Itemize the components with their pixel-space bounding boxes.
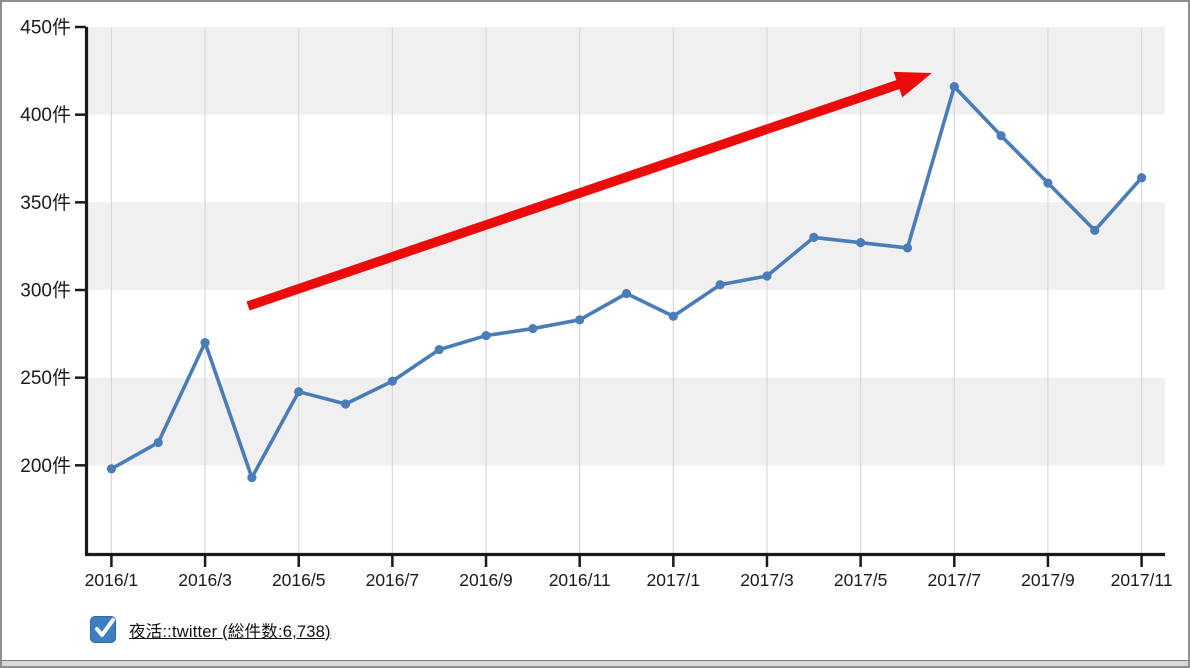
x-tick-label: 2017/9	[1021, 570, 1075, 590]
data-point	[809, 232, 819, 242]
trend-arrow-head	[893, 71, 932, 98]
plot-band	[88, 27, 1165, 115]
data-point	[996, 131, 1006, 141]
x-tick-label: 2017/1	[647, 570, 701, 590]
x-tick-label: 2016/5	[272, 570, 326, 590]
x-tick-label: 2017/3	[740, 570, 794, 590]
y-tick-label: 400件	[20, 104, 71, 126]
data-point	[1090, 225, 1100, 235]
series-checkbox[interactable]	[90, 616, 116, 643]
legend: 夜活::twitter (総件数:6,738)	[90, 616, 331, 643]
data-point	[528, 323, 538, 334]
y-tick-label: 250件	[20, 367, 71, 389]
x-tick-label: 2016/3	[178, 570, 232, 590]
data-point	[575, 315, 585, 325]
plot-band	[88, 202, 1165, 290]
y-tick-label: 450件	[20, 17, 71, 39]
x-tick-label: 2017/7	[928, 570, 982, 590]
data-point	[902, 243, 913, 253]
data-point	[387, 376, 397, 386]
data-point	[949, 82, 959, 92]
x-tick-label: 2017/5	[834, 570, 888, 590]
data-point	[106, 464, 117, 474]
plot-band	[88, 377, 1165, 466]
x-tick-label: 2016/7	[366, 570, 420, 590]
series-legend-link[interactable]: 夜活::twitter (総件数:6,738)	[129, 622, 331, 641]
data-point	[434, 345, 444, 355]
data-point	[340, 399, 351, 409]
data-point	[1043, 178, 1053, 188]
data-point	[621, 288, 632, 299]
data-point	[1136, 173, 1147, 183]
x-tick-label: 2016/11	[549, 570, 611, 590]
data-point	[856, 238, 866, 248]
data-point	[247, 473, 257, 483]
data-point	[762, 271, 772, 281]
x-tick-label: 2017/11	[1111, 570, 1173, 590]
data-point	[481, 330, 491, 341]
y-tick-label: 300件	[20, 280, 71, 302]
x-tick-label: 2016/1	[85, 570, 139, 590]
y-tick-label: 200件	[20, 455, 71, 477]
trend-arrow-shaft	[246, 78, 906, 311]
data-point	[668, 311, 678, 321]
bottom-edge-strip	[2, 660, 1188, 666]
data-point	[715, 280, 725, 290]
checkmark-icon	[95, 618, 115, 637]
data-point	[200, 338, 210, 348]
data-point	[153, 437, 163, 448]
x-tick-label: 2016/9	[459, 570, 513, 590]
data-point	[294, 387, 304, 397]
y-tick-label: 350件	[20, 192, 71, 214]
